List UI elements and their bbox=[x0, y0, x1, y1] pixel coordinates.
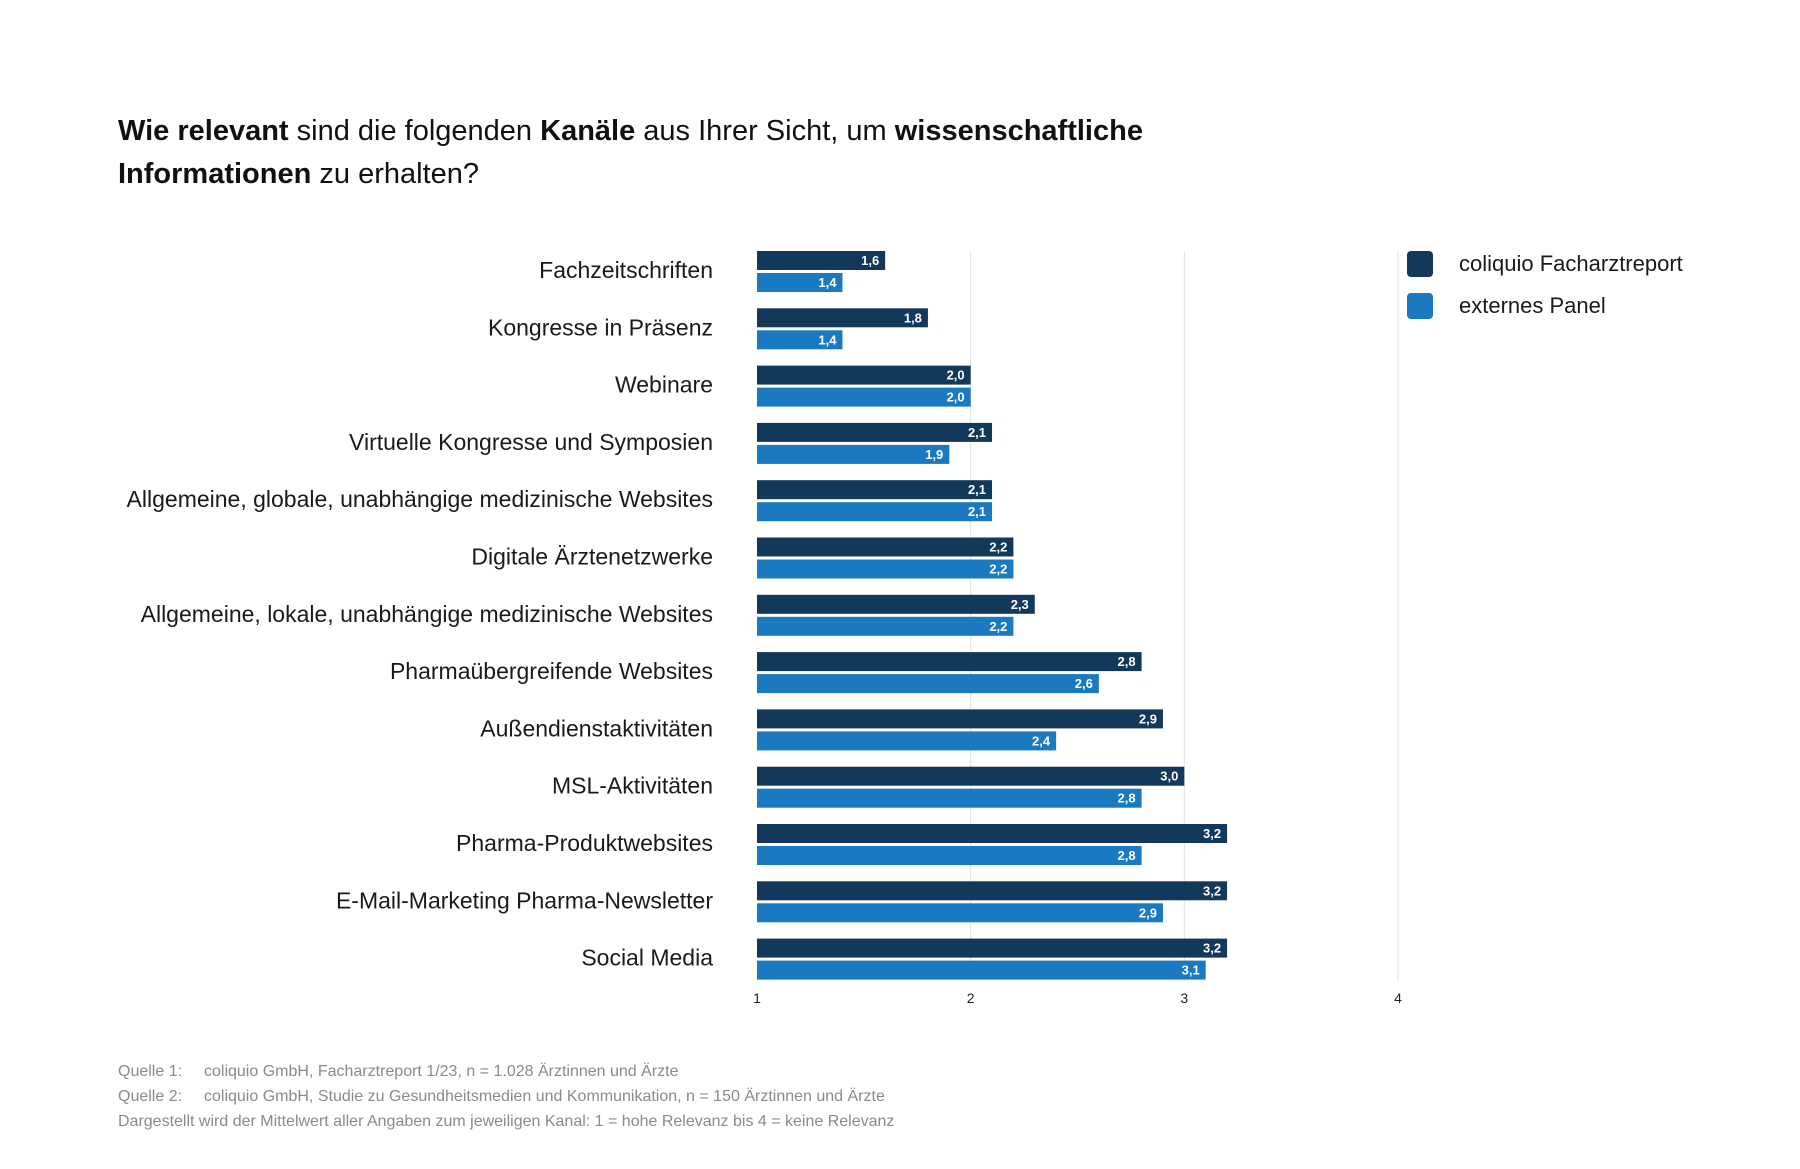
method-note: Dargestellt wird der Mittelwert aller An… bbox=[118, 1113, 895, 1130]
value-label: 2,1 bbox=[968, 482, 986, 497]
value-label: 2,8 bbox=[1118, 848, 1136, 863]
bar-externes-panel bbox=[757, 444, 950, 464]
footer-notes: Quelle 1: coliquio GmbH, Facharztreport … bbox=[118, 1059, 894, 1134]
bar-facharztreport bbox=[757, 594, 1035, 614]
bar-externes-panel bbox=[757, 903, 1163, 923]
value-label: 2,8 bbox=[1118, 654, 1136, 669]
legend-item-externes-panel: externes Panel bbox=[1407, 292, 1683, 320]
source-2-key: Quelle 2: bbox=[118, 1088, 183, 1105]
bar-facharztreport bbox=[757, 365, 971, 385]
title-part: wissenschaftliche Informationen bbox=[118, 115, 1143, 190]
category-label: Allgemeine, lokale, unabhängige medizini… bbox=[141, 601, 713, 627]
legend-label-facharztreport: coliquio Facharztreport bbox=[1459, 251, 1683, 276]
legend-swatch-facharztreport bbox=[1407, 251, 1433, 277]
category-label: Kongresse in Präsenz bbox=[488, 314, 713, 340]
source-2-text: coliquio GmbH, Studie zu Gesundheitsmedi… bbox=[204, 1088, 885, 1105]
value-labels: 1,6 1,4 1,8 1,4 2,0 2,0 2,1 1,9 2,1 2,1 2,2 2,2 2,3 2… bbox=[818, 253, 1221, 978]
bar-facharztreport bbox=[757, 881, 1228, 901]
bar-externes-panel bbox=[757, 330, 843, 350]
value-label: 1,6 bbox=[861, 253, 879, 268]
legend-item-facharztreport: coliquio Facharztreport bbox=[1407, 250, 1683, 278]
bar-externes-panel bbox=[757, 674, 1099, 694]
value-label: 3,2 bbox=[1203, 883, 1221, 898]
bar-facharztreport bbox=[757, 652, 1142, 672]
value-label: 1,4 bbox=[818, 332, 837, 347]
bar-externes-panel bbox=[757, 559, 1014, 579]
bar-facharztreport bbox=[757, 766, 1185, 786]
bar-externes-panel bbox=[757, 616, 1014, 636]
category-label: Außendienstaktivitäten bbox=[480, 715, 713, 741]
bar-externes-panel bbox=[757, 502, 993, 522]
chart-title: Wie relevant sind die folgenden Kanäle a… bbox=[118, 110, 1218, 196]
source-1-key: Quelle 1: bbox=[118, 1063, 183, 1080]
bar-facharztreport bbox=[757, 422, 993, 442]
value-label: 3,0 bbox=[1160, 769, 1178, 784]
value-label: 2,9 bbox=[1139, 711, 1157, 726]
grid-lines bbox=[970, 251, 1399, 981]
bar-externes-panel bbox=[757, 273, 843, 292]
x-axis-ticks: 1 2 3 4 bbox=[753, 990, 1402, 1006]
value-label: 2,6 bbox=[1075, 676, 1093, 691]
bar-facharztreport bbox=[757, 709, 1163, 729]
category-label: Pharmaübergreifende Websites bbox=[390, 658, 713, 684]
legend: coliquio Facharztreport externes Panel bbox=[1407, 250, 1683, 334]
source-2: Quelle 2: coliquio GmbH, Studie zu Gesun… bbox=[118, 1084, 894, 1109]
bar-facharztreport bbox=[757, 537, 1014, 557]
title-part: Wie relevant bbox=[118, 115, 289, 147]
category-label: E-Mail-Marketing Pharma-Newsletter bbox=[336, 887, 713, 913]
category-labels: Fachzeitschriften Kongresse in Präsenz Web… bbox=[127, 257, 714, 971]
bar-facharztreport bbox=[757, 938, 1228, 958]
x-tick-label: 4 bbox=[1394, 990, 1402, 1006]
bar-facharztreport bbox=[757, 480, 993, 500]
x-tick-label: 1 bbox=[753, 990, 761, 1006]
value-label: 1,8 bbox=[904, 310, 922, 325]
value-label: 3,2 bbox=[1203, 941, 1221, 956]
title-part: aus Ihrer Sicht, um bbox=[635, 115, 895, 147]
value-label: 2,3 bbox=[1011, 597, 1029, 612]
value-label: 2,1 bbox=[968, 425, 986, 440]
bar-externes-panel bbox=[757, 788, 1142, 808]
value-label: 2,2 bbox=[989, 619, 1007, 634]
value-label: 3,2 bbox=[1203, 826, 1221, 841]
bar-chart: Fachzeitschriften Kongresse in Präsenz Web… bbox=[127, 251, 1402, 1006]
source-1: Quelle 1: coliquio GmbH, Facharztreport … bbox=[118, 1059, 894, 1084]
value-label: 3,1 bbox=[1182, 963, 1200, 978]
category-label: Allgemeine, globale, unabhängige medizin… bbox=[127, 486, 713, 512]
x-tick-label: 2 bbox=[967, 990, 975, 1006]
bar-facharztreport bbox=[757, 824, 1228, 843]
bars bbox=[757, 251, 1228, 980]
value-label: 2,4 bbox=[1032, 733, 1051, 748]
category-label: Webinare bbox=[615, 372, 713, 398]
category-label: Social Media bbox=[581, 945, 713, 971]
x-tick-label: 3 bbox=[1180, 990, 1188, 1006]
title-part: sind die folgenden bbox=[288, 115, 541, 147]
value-label: 2,8 bbox=[1118, 791, 1136, 806]
category-label: Fachzeitschriften bbox=[539, 257, 713, 283]
value-label: 2,2 bbox=[989, 562, 1007, 577]
bar-externes-panel bbox=[757, 731, 1057, 751]
bar-facharztreport bbox=[757, 251, 886, 270]
value-label: 2,0 bbox=[947, 390, 965, 405]
bar-facharztreport bbox=[757, 308, 928, 328]
bar-externes-panel bbox=[757, 960, 1206, 980]
title-part: zu erhalten? bbox=[311, 158, 480, 190]
value-label: 2,0 bbox=[947, 368, 965, 383]
bar-externes-panel bbox=[757, 387, 971, 407]
value-label: 2,9 bbox=[1139, 905, 1157, 920]
legend-swatch-externes-panel bbox=[1407, 293, 1433, 319]
bar-externes-panel bbox=[757, 846, 1142, 865]
category-label: MSL-Aktivitäten bbox=[552, 773, 713, 799]
value-label: 1,4 bbox=[818, 275, 837, 290]
category-label: Virtuelle Kongresse und Symposien bbox=[349, 429, 713, 455]
value-label: 2,1 bbox=[968, 504, 986, 519]
legend-label-externes-panel: externes Panel bbox=[1459, 293, 1606, 318]
title-part: Kanäle bbox=[540, 115, 636, 147]
value-label: 2,2 bbox=[989, 540, 1007, 555]
category-label: Pharma-Produktwebsites bbox=[456, 830, 713, 856]
source-1-text: coliquio GmbH, Facharztreport 1/23, n = … bbox=[204, 1063, 679, 1080]
value-label: 1,9 bbox=[925, 447, 943, 462]
category-label: Digitale Ärztenetzwerke bbox=[471, 544, 713, 570]
